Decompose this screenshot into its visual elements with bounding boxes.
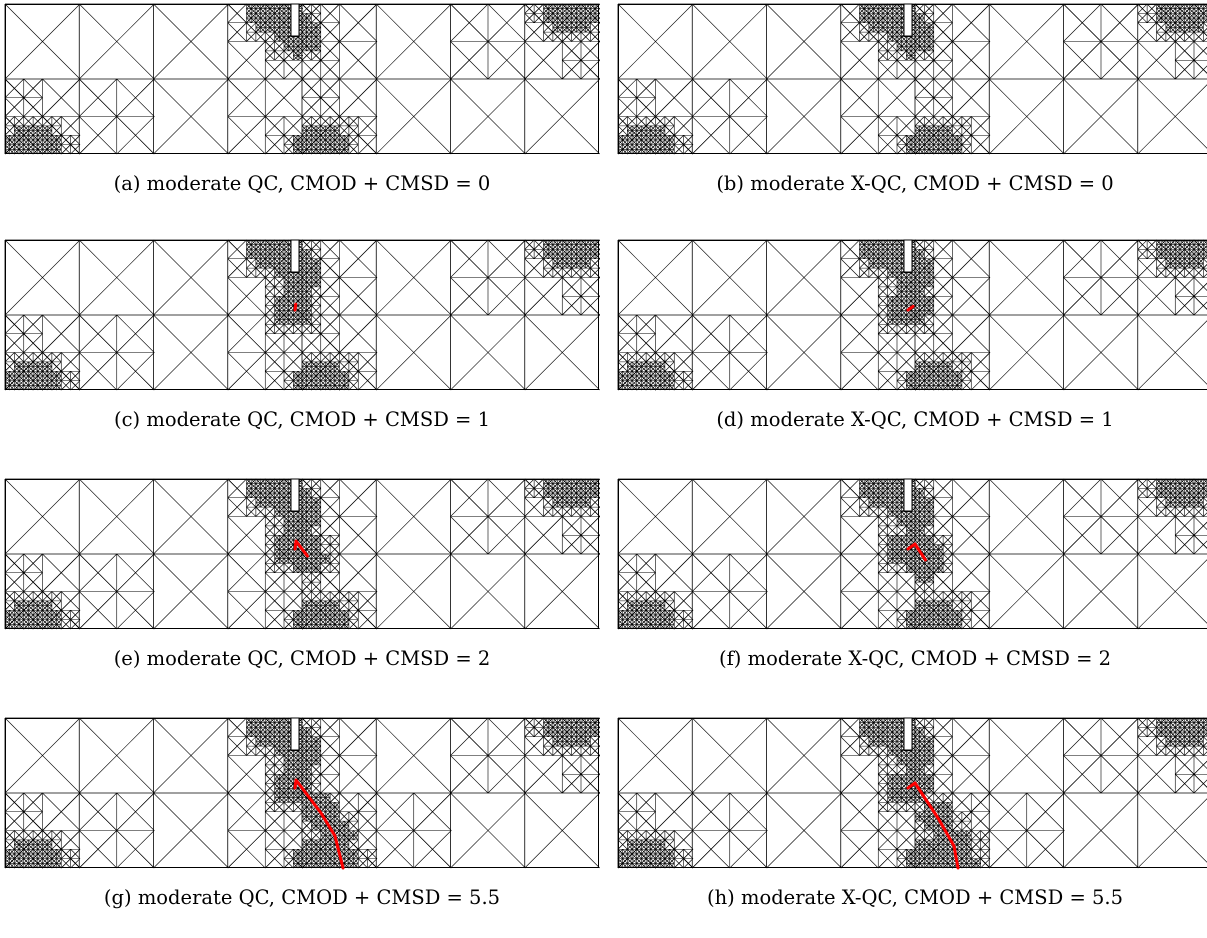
notch: [291, 4, 299, 36]
notch: [904, 240, 912, 272]
notch: [291, 479, 299, 511]
notch: [291, 718, 299, 750]
notch: [904, 4, 912, 36]
crack-path: [908, 783, 958, 868]
crack-path: [295, 304, 296, 310]
mesh-plot: [5, 4, 599, 154]
panel-g: (g) moderate QC, CMOD + CMSD = 5.5: [5, 718, 599, 938]
mesh-plot: [618, 479, 1207, 629]
mesh-plot: [5, 479, 599, 629]
caption: (h) moderate X-QC, CMOD + CMSD = 5.5: [618, 886, 1207, 909]
notch: [291, 240, 299, 272]
notch: [904, 718, 912, 750]
caption: (a) moderate QC, CMOD + CMSD = 0: [5, 172, 599, 195]
caption: (f) moderate X-QC, CMOD + CMSD = 2: [618, 647, 1207, 670]
mesh-lines: [5, 4, 600, 154]
mesh-plot: [618, 4, 1207, 154]
mesh-plot: [5, 240, 599, 390]
caption: (g) moderate QC, CMOD + CMSD = 5.5: [5, 886, 599, 909]
panel-d: (d) moderate X-QC, CMOD + CMSD = 1: [618, 240, 1207, 460]
panel-c: (c) moderate QC, CMOD + CMSD = 1: [5, 240, 599, 460]
notch: [904, 479, 912, 511]
panel-h: (h) moderate X-QC, CMOD + CMSD = 5.5: [618, 718, 1207, 938]
mesh-lines: [5, 718, 600, 868]
caption: (e) moderate QC, CMOD + CMSD = 2: [5, 647, 599, 670]
panel-a: (a) moderate QC, CMOD + CMSD = 0: [5, 4, 599, 224]
caption: (c) moderate QC, CMOD + CMSD = 1: [5, 408, 599, 431]
mesh-plot: [618, 718, 1207, 868]
mesh-lines: [5, 479, 600, 629]
mesh-plot: [618, 240, 1207, 390]
panel-e: (e) moderate QC, CMOD + CMSD = 2: [5, 479, 599, 699]
caption: (b) moderate X-QC, CMOD + CMSD = 0: [618, 172, 1207, 195]
caption: (d) moderate X-QC, CMOD + CMSD = 1: [618, 408, 1207, 431]
panel-b: (b) moderate X-QC, CMOD + CMSD = 0: [618, 4, 1207, 224]
panel-f: (f) moderate X-QC, CMOD + CMSD = 2: [618, 479, 1207, 699]
mesh-lines: [5, 240, 600, 390]
mesh-plot: [5, 718, 599, 868]
